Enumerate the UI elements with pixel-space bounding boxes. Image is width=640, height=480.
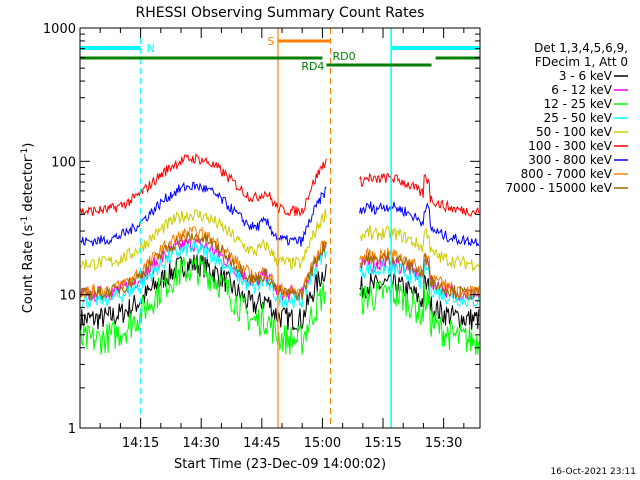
legend-label: 3 - 6 keV: [559, 69, 613, 83]
legend: Det 1,3,4,5,6,9, FDecim 1, Att 0 3 - 6 k…: [505, 41, 628, 195]
y-axis-label-part3: ): [21, 143, 36, 148]
markers-group: N S RD0 RD4: [80, 28, 480, 428]
series-line: [80, 153, 327, 218]
x-tick-label: 14:45: [243, 436, 280, 451]
x-tick-label: 15:15: [364, 436, 401, 451]
series-line: [359, 201, 480, 247]
series-line: [80, 241, 327, 310]
x-tick-label: 14:15: [122, 436, 159, 451]
x-axis-ticks: 14:15 14:30 14:45 15:00 15:15 15:30: [99, 28, 465, 451]
legend-label: 50 - 100 keV: [536, 125, 613, 139]
x-tick-label: 15:00: [304, 436, 341, 451]
legend-label: 300 - 800 keV: [528, 153, 612, 167]
legend-label: 800 - 7000 keV: [521, 167, 613, 181]
night-label: N: [147, 42, 155, 55]
series-line: [359, 279, 480, 356]
y-axis-label-part2: detector: [21, 156, 36, 216]
x-tick-label: 15:30: [425, 436, 462, 451]
rd0-label: RD0: [333, 50, 356, 63]
legend-header-1: Det 1,3,4,5,6,9,: [534, 41, 628, 55]
x-axis-label: Start Time (23-Dec-09 14:00:02): [174, 457, 386, 472]
series-line: [80, 255, 327, 355]
series-group: [80, 153, 480, 356]
y-axis-label-sup1: -1: [20, 216, 30, 225]
legend-header-2: FDecim 1, Att 0: [535, 55, 628, 69]
series-line: [359, 225, 480, 272]
chart-title: RHESSI Observing Summary Count Rates: [136, 5, 425, 21]
plot-frame: [79, 27, 481, 429]
saa-label: S: [267, 35, 274, 48]
y-tick-label: 1000: [43, 22, 76, 37]
y-tick-label: 1: [68, 422, 76, 437]
y-axis-label-sup2: -1: [20, 148, 30, 157]
x-tick-label: 14:30: [182, 436, 219, 451]
legend-label: 6 - 12 keV: [551, 83, 613, 97]
y-axis-label: Count Rate (s-1 detector-1): [20, 143, 36, 314]
y-tick-label: 100: [51, 155, 76, 170]
series-line: [359, 260, 480, 308]
legend-label: 100 - 300 keV: [528, 139, 612, 153]
y-axis-ticks: 1 10 100 1000: [43, 22, 480, 437]
legend-label: 12 - 25 keV: [544, 97, 613, 111]
legend-label: 7000 - 15000 keV: [505, 181, 612, 195]
series-line: [359, 252, 480, 300]
y-axis-label-part1: Count Rate (s: [21, 225, 36, 314]
series-line: [80, 181, 327, 247]
series-line: [359, 172, 480, 218]
footer-timestamp: 16-Oct-2021 23:11: [551, 467, 636, 477]
y-tick-label: 10: [59, 289, 76, 304]
rd4-label: RD4: [301, 60, 324, 73]
series-line: [80, 230, 327, 301]
legend-label: 25 - 50 keV: [544, 111, 613, 125]
series-line: [80, 208, 327, 271]
